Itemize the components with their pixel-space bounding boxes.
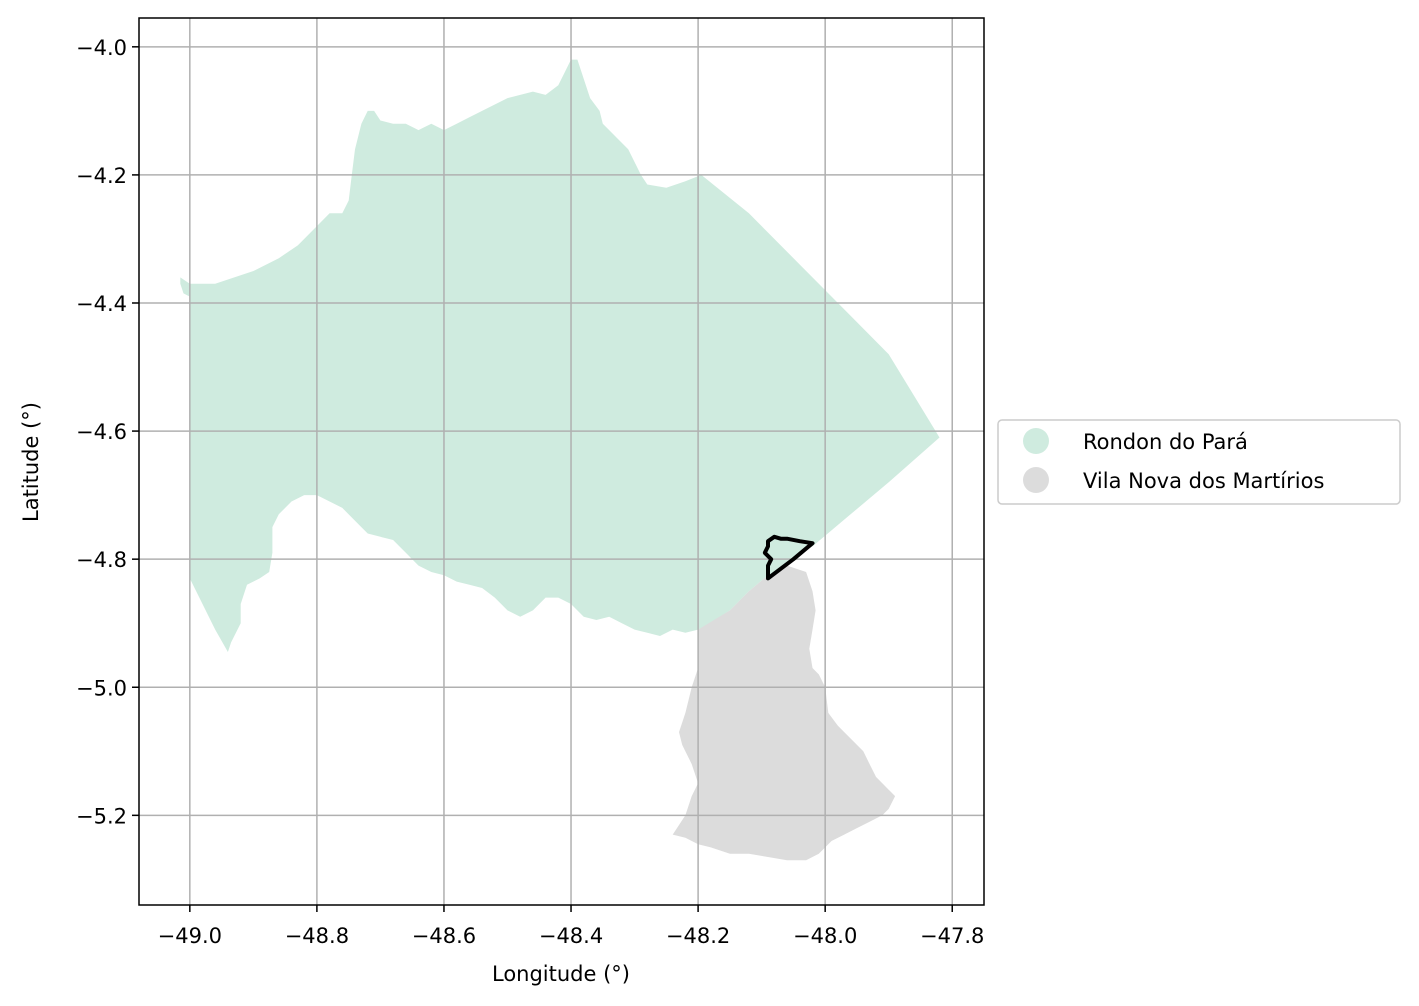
region-vila-nova-dos-martirios [672, 565, 896, 861]
x-tick-label: −48.8 [285, 924, 349, 948]
plot-frame [138, 17, 985, 906]
x-axis-title: Longitude (°) [492, 962, 630, 986]
x-tick-label: −48.0 [793, 924, 857, 948]
legend: Rondon do Pará Vila Nova dos Martírios [997, 419, 1401, 505]
legend-marker-rondon [1023, 428, 1049, 454]
x-tick-label: −48.6 [412, 924, 476, 948]
region-rondon-do-para [180, 59, 940, 653]
legend-label-rondon: Rondon do Pará [1083, 430, 1248, 454]
y-tick-label: −5.2 [76, 804, 127, 828]
y-axis-ticks: −4.0 −4.2 −4.4 −4.6 −4.8 −5.0 −5.2 [76, 36, 139, 828]
legend-label-vila-nova: Vila Nova dos Martírios [1083, 469, 1324, 493]
y-tick-label: −5.0 [76, 676, 127, 700]
grid-lines [139, 18, 984, 905]
region-layer [180, 59, 940, 861]
y-tick-label: −4.0 [76, 36, 127, 60]
highlight-outline-layer [762, 534, 815, 581]
y-axis-title: Latitude (°) [19, 402, 43, 522]
y-tick-label: −4.6 [76, 420, 127, 444]
y-tick-label: −4.4 [76, 292, 127, 316]
x-axis-ticks: −49.0 −48.8 −48.6 −48.4 −48.2 −48.0 −47.8 [158, 905, 984, 948]
x-tick-label: −48.2 [666, 924, 730, 948]
x-tick-label: −49.0 [158, 924, 222, 948]
x-tick-label: −48.4 [539, 924, 603, 948]
legend-frame [997, 419, 1401, 505]
y-tick-label: −4.2 [76, 164, 127, 188]
y-tick-label: −4.8 [76, 548, 127, 572]
x-tick-label: −47.8 [920, 924, 984, 948]
highlighted-area-outline [762, 534, 815, 581]
legend-marker-vila-nova [1023, 467, 1049, 493]
